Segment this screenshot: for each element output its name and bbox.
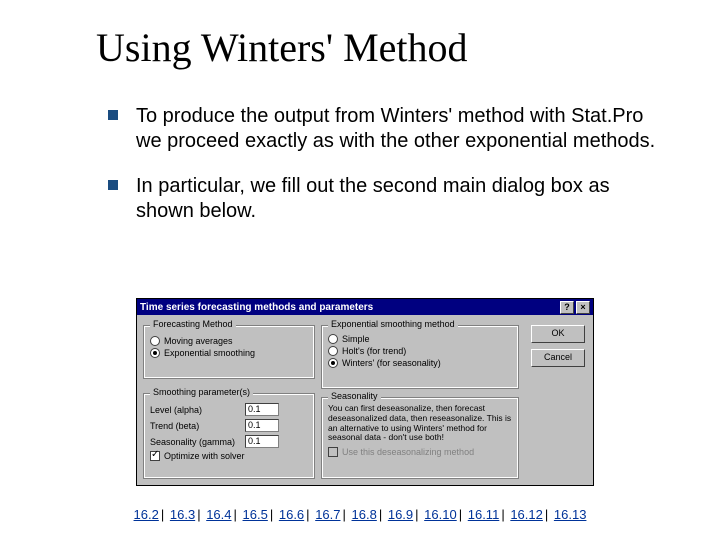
nav-separator: | <box>161 507 164 522</box>
seasonality-group: Seasonality You can first deseasonalize,… <box>321 397 519 479</box>
checkbox-icon <box>150 451 160 461</box>
nav-link[interactable]: 16.2 <box>134 507 159 522</box>
level-input[interactable]: 0.1 <box>245 403 279 416</box>
param-label: Level (alpha) <box>150 405 245 415</box>
cancel-button[interactable]: Cancel <box>531 349 585 367</box>
nav-link[interactable]: 16.11 <box>468 507 500 522</box>
optimize-checkbox-row[interactable]: Optimize with solver <box>150 451 314 461</box>
nav-link[interactable]: 16.9 <box>388 507 413 522</box>
nav-separator: | <box>306 507 309 522</box>
nav-link[interactable]: 16.12 <box>510 507 543 522</box>
help-button[interactable]: ? <box>560 301 574 314</box>
param-label: Trend (beta) <box>150 421 245 431</box>
nav-separator: | <box>545 507 548 522</box>
nav-separator: | <box>459 507 462 522</box>
nav-link[interactable]: 16.5 <box>243 507 268 522</box>
radio-icon <box>328 358 338 368</box>
radio-label: Simple <box>342 334 370 344</box>
radio-icon <box>328 346 338 356</box>
group-title: Seasonality <box>328 391 381 401</box>
nav-separator: | <box>379 507 382 522</box>
nav-link[interactable]: 16.3 <box>170 507 195 522</box>
bullet-icon <box>108 180 118 190</box>
radio-icon <box>150 336 160 346</box>
nav-separator: | <box>343 507 346 522</box>
nav-separator: | <box>415 507 418 522</box>
dialog-title: Time series forecasting methods and para… <box>140 302 558 313</box>
deseasonalize-checkbox-row: Use this deseasonalizing method <box>328 447 518 457</box>
radio-label: Holt's (for trend) <box>342 346 406 356</box>
bullet-text: In particular, we fill out the second ma… <box>136 174 656 224</box>
bullet-item: In particular, we fill out the second ma… <box>108 174 656 224</box>
param-label: Seasonality (gamma) <box>150 437 245 447</box>
radio-simple[interactable]: Simple <box>328 334 518 344</box>
radio-label: Moving averages <box>164 336 233 346</box>
radio-winters[interactable]: Winters' (for seasonality) <box>328 358 518 368</box>
radio-label: Exponential smoothing <box>164 348 255 358</box>
nav-link[interactable]: 16.4 <box>206 507 231 522</box>
trend-input[interactable]: 0.1 <box>245 419 279 432</box>
seasonality-description: You can first deseasonalize, then foreca… <box>322 398 518 445</box>
radio-icon <box>150 348 160 358</box>
nav-link[interactable]: 16.6 <box>279 507 304 522</box>
nav-separator: | <box>270 507 273 522</box>
ok-button[interactable]: OK <box>531 325 585 343</box>
bullet-text: To produce the output from Winters' meth… <box>136 104 656 154</box>
radio-label: Winters' (for seasonality) <box>342 358 441 368</box>
close-button[interactable]: × <box>576 301 590 314</box>
group-title: Forecasting Method <box>150 319 236 329</box>
dialog-window: Time series forecasting methods and para… <box>136 298 594 486</box>
param-seasonality: Seasonality (gamma) 0.1 <box>150 435 314 448</box>
radio-holts[interactable]: Holt's (for trend) <box>328 346 518 356</box>
footer-nav: 16.2| 16.3| 16.4| 16.5| 16.6| 16.7| 16.8… <box>0 507 720 522</box>
radio-exponential-smoothing[interactable]: Exponential smoothing <box>150 348 314 358</box>
bullet-item: To produce the output from Winters' meth… <box>108 104 656 154</box>
param-level: Level (alpha) 0.1 <box>150 403 314 416</box>
checkbox-label: Optimize with solver <box>164 451 245 461</box>
nav-link[interactable]: 16.8 <box>352 507 377 522</box>
nav-separator: | <box>234 507 237 522</box>
smoothing-params-group: Smoothing parameter(s) Level (alpha) 0.1… <box>143 393 315 479</box>
group-title: Smoothing parameter(s) <box>150 387 253 397</box>
nav-link[interactable]: 16.7 <box>315 507 340 522</box>
dialog-titlebar: Time series forecasting methods and para… <box>137 299 593 315</box>
checkbox-label: Use this deseasonalizing method <box>342 447 474 457</box>
seasonality-input[interactable]: 0.1 <box>245 435 279 448</box>
nav-separator: | <box>501 507 504 522</box>
forecasting-method-group: Forecasting Method Moving averages Expon… <box>143 325 315 379</box>
radio-icon <box>328 334 338 344</box>
group-title: Exponential smoothing method <box>328 319 458 329</box>
slide-title: Using Winters' Method <box>96 24 468 71</box>
nav-link[interactable]: 16.13 <box>554 507 587 522</box>
nav-separator: | <box>197 507 200 522</box>
nav-link[interactable]: 16.10 <box>424 507 457 522</box>
dialog-body: Forecasting Method Moving averages Expon… <box>137 315 593 485</box>
param-trend: Trend (beta) 0.1 <box>150 419 314 432</box>
smoothing-method-group: Exponential smoothing method Simple Holt… <box>321 325 519 389</box>
bullet-icon <box>108 110 118 120</box>
bullet-list: To produce the output from Winters' meth… <box>108 104 656 244</box>
radio-moving-averages[interactable]: Moving averages <box>150 336 314 346</box>
checkbox-icon <box>328 447 338 457</box>
slide: Using Winters' Method To produce the out… <box>0 0 720 540</box>
